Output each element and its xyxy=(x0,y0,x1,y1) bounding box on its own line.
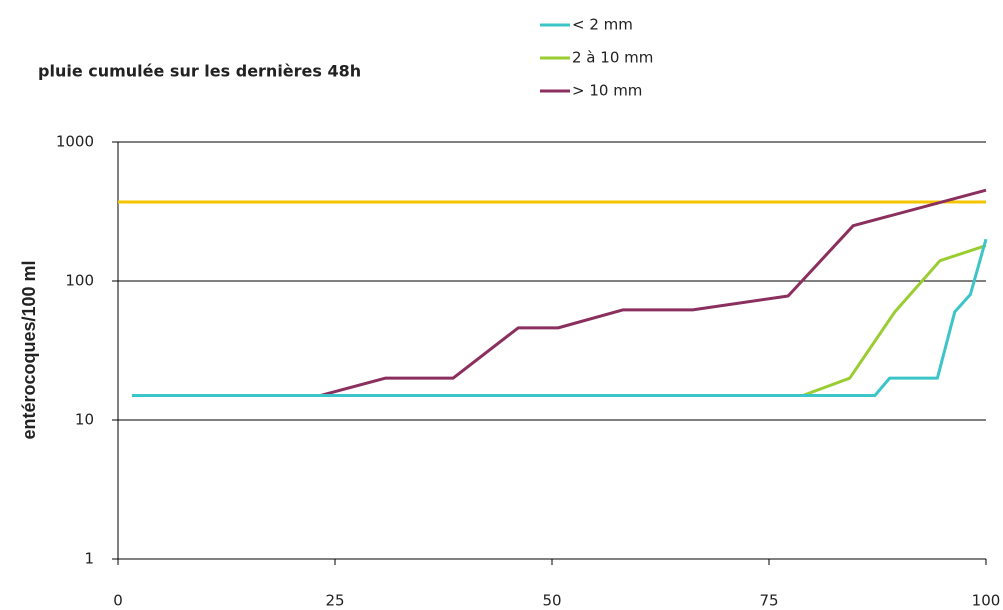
y-tick-label: 1000 xyxy=(56,133,94,151)
legend-label: > 10 mm xyxy=(572,82,642,100)
y-axis-label: entérocoques/100 ml xyxy=(19,260,39,439)
legend-label: < 2 mm xyxy=(572,16,633,34)
x-tick-label: 75 xyxy=(759,592,778,610)
chart-title: pluie cumulée sur les dernières 48h xyxy=(38,62,361,81)
y-tick-label: 1 xyxy=(84,550,94,568)
series-line xyxy=(183,188,987,398)
series-line xyxy=(131,238,988,398)
x-tick-label: 0 xyxy=(113,592,123,610)
legend-label: 2 à 10 mm xyxy=(572,49,653,67)
x-tick-label: 25 xyxy=(325,592,344,610)
series-line xyxy=(159,244,987,398)
y-tick-label: 100 xyxy=(65,272,94,290)
x-tick-label: 50 xyxy=(542,592,561,610)
x-tick-label: 100 xyxy=(972,592,1001,610)
y-tick-label: 10 xyxy=(75,411,94,429)
